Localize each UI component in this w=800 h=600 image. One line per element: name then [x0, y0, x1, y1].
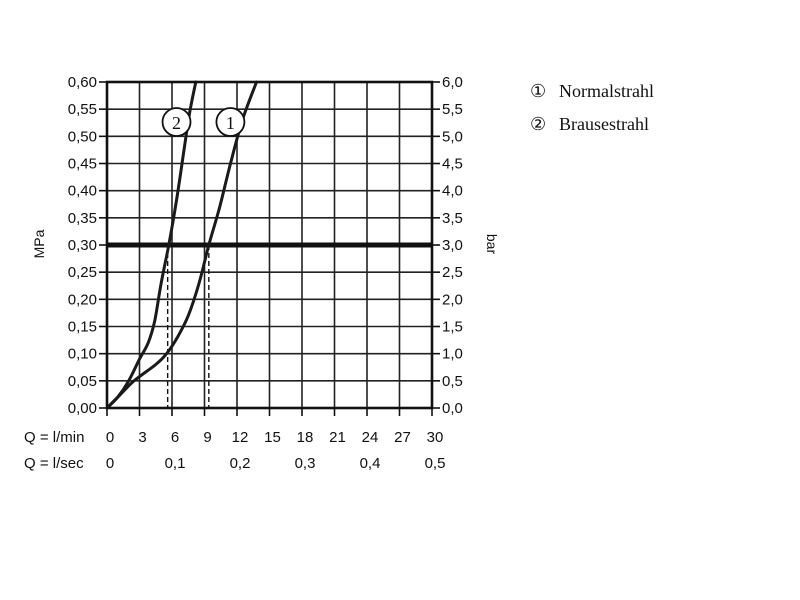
right-tick-label: 2,0 — [442, 291, 463, 308]
x-tick-label-lsec: 0,3 — [295, 455, 316, 472]
legend-label-brausestrahl: Brausestrahl — [559, 114, 649, 134]
x-axis-lmin-label: Q = l/min — [24, 429, 84, 446]
legend-entry-brausestrahl: ② Brausestrahl — [530, 114, 649, 134]
grid — [107, 82, 432, 408]
left-tick-label: 0,00 — [68, 400, 97, 417]
right-axis-title: bar — [484, 234, 500, 255]
left-tick-label: 0,35 — [68, 210, 97, 227]
right-tick-label: 3,5 — [442, 210, 463, 227]
drop-lines — [166, 245, 210, 408]
left-tick-label: 0,55 — [68, 101, 97, 118]
right-tick-label: 5,5 — [442, 101, 463, 118]
left-tick-label: 0,20 — [68, 291, 97, 308]
left-tick-label: 0,30 — [68, 237, 97, 254]
x-tick-label-lmin: 27 — [394, 429, 411, 446]
x-tick-label-lmin: 21 — [329, 429, 346, 446]
x-tick-label-lmin: 3 — [138, 429, 146, 446]
legend-entry-normalstrahl: ① Normalstrahl — [530, 81, 654, 101]
right-tick-label: 6,0 — [442, 74, 463, 91]
left-tick-label: 0,25 — [68, 264, 97, 281]
x-tick-label-lsec: 0,2 — [230, 455, 251, 472]
x-tick-label-lmin: 18 — [297, 429, 314, 446]
right-tick-label: 4,5 — [442, 156, 463, 173]
series-line-brausestrahl — [105, 80, 198, 410]
legend-label-normalstrahl: Normalstrahl — [559, 81, 654, 101]
left-tick-label: 0,60 — [68, 74, 97, 91]
right-tick-label: 1,5 — [442, 319, 463, 336]
right-tick-label: 0,0 — [442, 400, 463, 417]
legend-marker-1: ① — [530, 81, 546, 101]
right-tick-label: 0,5 — [442, 373, 463, 390]
x-tick-label-lmin: 15 — [264, 429, 281, 446]
left-axis-ticks: 0,00 0,05 0,10 0,15 0,20 0,25 0,30 0,35 0,40 0,45… — [68, 74, 107, 417]
left-tick-label: 0,40 — [68, 183, 97, 200]
curve-marker-label: 2 — [172, 113, 181, 133]
curve-marker-1: 1 — [215, 107, 246, 137]
curve-marker-2: 2 — [161, 107, 192, 137]
curve-marker-circle — [161, 107, 192, 137]
right-tick-label: 1,0 — [442, 346, 463, 363]
left-axis-title: MPa — [31, 229, 47, 258]
x-tick-label-lmin: 12 — [232, 429, 249, 446]
left-tick-label: 0,45 — [68, 156, 97, 173]
left-tick-label: 0,10 — [68, 346, 97, 363]
bottom-axis-ticks: 0 3 6 9 12 15 18 21 24 27 30 0 0,1 0,2 0,3 0,4 0,5 — [106, 408, 446, 472]
x-tick-label-lmin: 9 — [203, 429, 211, 446]
legend: ① Normalstrahl ② Brausestrahl — [530, 81, 654, 134]
right-tick-label: 4,0 — [442, 183, 463, 200]
x-tick-label-lmin: 24 — [362, 429, 379, 446]
right-tick-label: 5,0 — [442, 128, 463, 145]
x-tick-label-lsec: 0,5 — [425, 455, 446, 472]
left-tick-label: 0,50 — [68, 128, 97, 145]
right-tick-label: 3,0 — [442, 237, 463, 254]
left-tick-label: 0,05 — [68, 373, 97, 390]
x-tick-label-lsec: 0,4 — [360, 455, 381, 472]
series-layer — [105, 80, 258, 410]
x-tick-label-lsec: 0,1 — [165, 455, 186, 472]
right-tick-label: 2,5 — [442, 264, 463, 281]
legend-marker-2: ② — [530, 114, 546, 134]
left-tick-label: 0,15 — [68, 319, 97, 336]
series-line-normalstrahl — [105, 80, 258, 410]
x-tick-label-lsec: 0 — [106, 455, 114, 472]
curve-marker-label: 1 — [226, 113, 235, 133]
x-tick-label-lmin: 6 — [171, 429, 179, 446]
curve-markers: 12 — [161, 107, 246, 137]
x-tick-label-lmin: 0 — [106, 429, 114, 446]
x-tick-label-lmin: 30 — [427, 429, 444, 446]
right-axis-ticks: 0,0 0,5 1,0 1,5 2,0 2,5 3,0 3,5 4,0 4,5 5,0 5,5 6,0 — [432, 74, 463, 417]
x-axis-lsec-label: Q = l/sec — [24, 455, 84, 472]
curve-marker-circle — [215, 107, 246, 137]
